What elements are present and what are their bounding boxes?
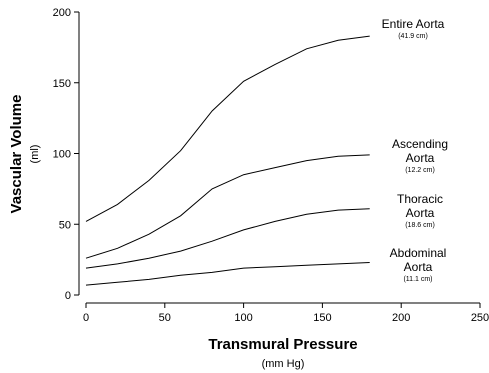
y-tick-label: 50 xyxy=(59,219,71,231)
series-length-note: (41.9 cm) xyxy=(398,33,428,40)
series-name: Ascending xyxy=(392,137,448,151)
series-name: Thoracic xyxy=(397,192,443,206)
series-label-0: Entire Aorta (41.9 cm) xyxy=(382,17,445,40)
series-line-1 xyxy=(85,154,370,259)
x-axis-unit: (mm Hg) xyxy=(262,358,305,370)
x-tick-label: 250 xyxy=(471,312,489,324)
y-axis: 0 50 100 150 200 xyxy=(53,7,80,302)
series-name: Entire Aorta xyxy=(382,17,445,31)
x-axis-title: Transmural Pressure xyxy=(208,336,357,353)
x-tick-label: 200 xyxy=(392,312,410,324)
x-tick-label: 50 xyxy=(159,312,171,324)
x-tick-label: 0 xyxy=(83,312,89,324)
series-name: Aorta xyxy=(406,206,435,220)
series-labels: Entire Aorta(41.9 cm)AscendingAorta(12.2… xyxy=(382,17,448,283)
y-axis-title: Vascular Volume xyxy=(8,95,25,214)
series-length-note: (18.6 cm) xyxy=(405,222,435,229)
y-axis-unit: (ml) xyxy=(29,145,41,164)
series-name: Abdominal xyxy=(390,246,447,260)
x-tick-label: 100 xyxy=(234,312,252,324)
series-line-3 xyxy=(85,262,370,286)
series-name: Aorta xyxy=(406,151,435,165)
series-line-2 xyxy=(85,208,370,269)
series-length-note: (12.2 cm) xyxy=(405,167,435,174)
plot-area xyxy=(85,35,370,286)
series-line-0 xyxy=(85,35,370,222)
y-tick-label: 150 xyxy=(53,78,71,90)
series-length-note: (11.1 cm) xyxy=(403,276,432,283)
x-tick-label: 150 xyxy=(313,312,331,324)
y-tick-label: 100 xyxy=(53,149,71,161)
y-tick-label: 0 xyxy=(65,290,71,302)
y-tick-label: 200 xyxy=(53,7,71,19)
x-axis: 0 50 100 150 200 250 xyxy=(83,302,489,324)
series-name: Aorta xyxy=(404,260,433,274)
